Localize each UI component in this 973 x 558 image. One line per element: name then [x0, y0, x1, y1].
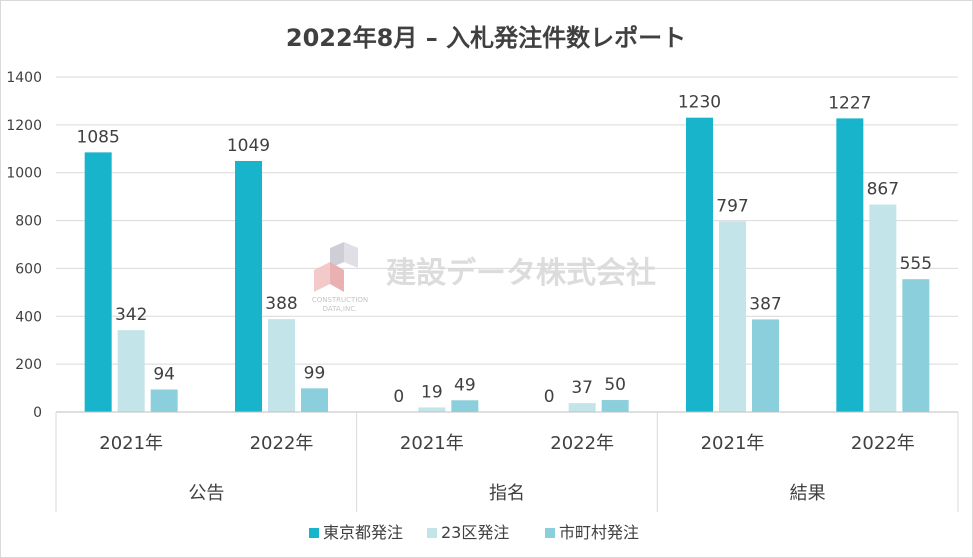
data-labels: 1085 1049 0 0 1230 1227 342 388 19 37 797 867 94 99 49… [77, 93, 933, 407]
x-category-label: 2022年 [851, 433, 915, 454]
data-label: 388 [265, 294, 297, 314]
watermark-icon [314, 242, 358, 292]
x-group-label: 公告 [188, 483, 224, 504]
legend-label: 市町村発注 [559, 523, 639, 542]
data-label: 0 [393, 387, 404, 407]
data-label: 867 [867, 180, 899, 200]
y-tick-label: 1000 [6, 166, 42, 182]
legend-swatch [427, 528, 437, 538]
data-label: 1049 [227, 136, 270, 156]
bar [301, 388, 328, 412]
x-group-label: 指名 [489, 483, 525, 504]
bar [84, 152, 112, 412]
bar [902, 279, 930, 412]
y-tick-label: 200 [15, 357, 42, 373]
data-label: 94 [153, 365, 175, 385]
data-label: 342 [115, 305, 147, 325]
bar [869, 204, 897, 412]
data-label: 50 [604, 375, 626, 395]
x-category-label: 2022年 [250, 433, 314, 454]
legend-swatch [545, 528, 555, 538]
data-label: 1227 [828, 93, 871, 113]
y-tick-label: 1200 [6, 118, 42, 134]
watermark-logo: 建設データ株式会社 CONSTRUCTION DATA,INC. [312, 242, 656, 313]
bar [451, 400, 479, 412]
legend-label: 23区発注 [441, 523, 509, 542]
data-label: 99 [304, 363, 326, 383]
bar [836, 118, 864, 413]
y-tick-label: 1400 [6, 70, 42, 86]
data-label: 0 [544, 387, 555, 407]
bar [686, 117, 713, 412]
legend: 東京都発注 23区発注 市町村発注 [309, 523, 639, 542]
gridlines [56, 76, 958, 413]
data-label: 1085 [77, 127, 120, 147]
bar [150, 389, 178, 412]
x-group-label: 結果 [790, 483, 826, 504]
data-label: 797 [716, 196, 748, 216]
watermark-company-name: 建設データ株式会社 [386, 256, 656, 291]
bar [752, 319, 779, 412]
bar [418, 407, 446, 412]
y-tick-label: 800 [15, 214, 42, 230]
y-tick-label: 600 [15, 261, 42, 277]
data-label: 19 [421, 382, 443, 402]
bar [601, 400, 629, 412]
bar [235, 160, 262, 412]
x-category-label: 2021年 [99, 433, 163, 454]
bar [117, 330, 145, 412]
watermark-sub-2: DATA,INC. [323, 305, 358, 313]
bar [719, 221, 746, 412]
data-label: 49 [454, 375, 476, 395]
watermark-sub-1: CONSTRUCTION [312, 296, 368, 304]
data-label: 555 [900, 254, 932, 274]
bar [268, 319, 295, 412]
x-category-label: 2021年 [400, 433, 464, 454]
y-axis-ticks: 0 200 400 600 800 1000 1200 1400 [6, 70, 42, 421]
legend-label: 東京都発注 [323, 523, 403, 542]
bar [568, 403, 596, 412]
y-tick-label: 400 [15, 309, 42, 325]
chart-title: 2022年8月 – 入札発注件数レポート [286, 24, 686, 52]
bar-series [84, 117, 930, 413]
legend-swatch [309, 528, 319, 538]
x-category-label: 2021年 [701, 433, 765, 454]
y-tick-label: 0 [33, 405, 42, 421]
x-category-label: 2022年 [550, 433, 614, 454]
data-label: 1230 [678, 93, 721, 113]
data-label: 37 [571, 378, 593, 398]
data-label: 387 [749, 294, 781, 314]
